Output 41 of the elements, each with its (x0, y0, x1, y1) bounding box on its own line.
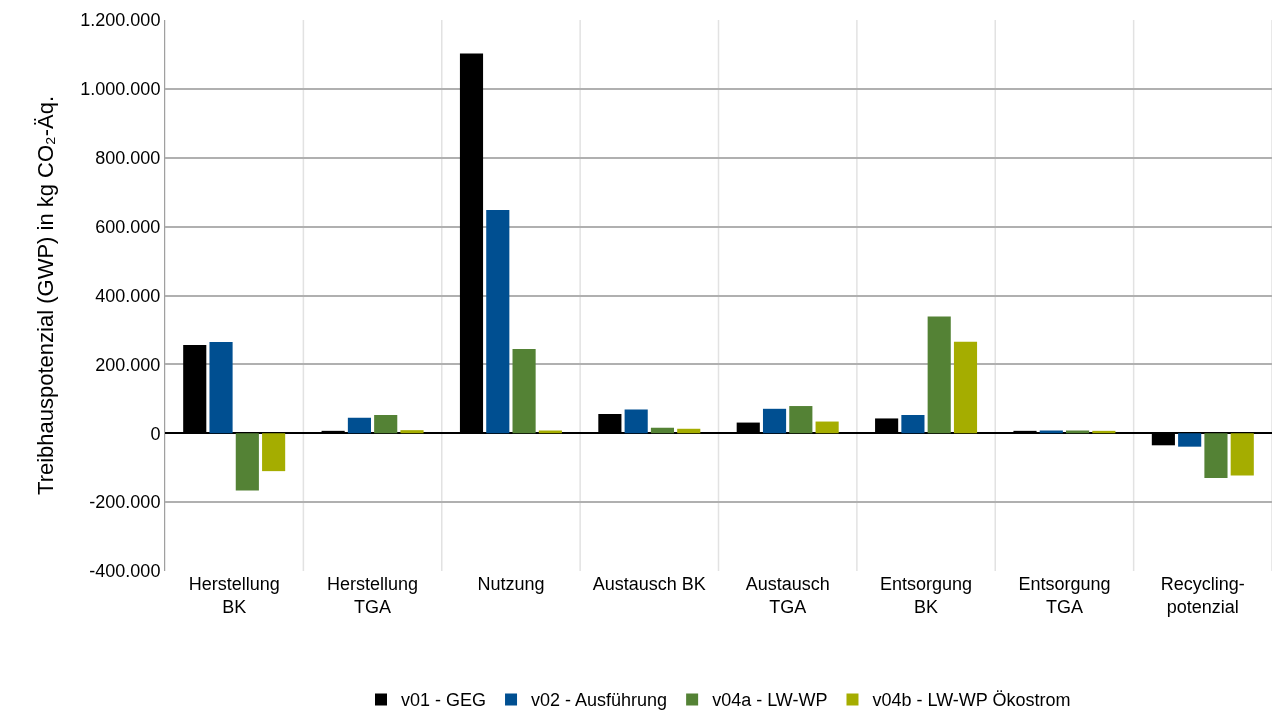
bar (901, 415, 925, 434)
legend-label: v04a - LW-WP (712, 690, 828, 711)
bar (209, 341, 233, 434)
bar (1204, 433, 1228, 479)
x-tick-label: Austausch BK (592, 574, 706, 594)
y-axis-title: Treibhauspotenzial (GWP) in kg CO₂-Äq. (33, 96, 59, 495)
y-tick-label: 400.000 (95, 285, 161, 306)
bar (512, 348, 536, 434)
x-tick-label: Nutzung (477, 574, 545, 594)
y-tick-label: 1.200.000 (80, 10, 161, 31)
y-tick-label: 800.000 (95, 148, 161, 169)
bar (374, 415, 398, 434)
bar (347, 417, 371, 434)
bar (486, 210, 510, 434)
bar (1230, 433, 1254, 476)
y-tick-label: 0 (150, 423, 161, 444)
bar (400, 430, 424, 434)
bar (815, 421, 839, 434)
x-tick-label: Herstellung BK (188, 574, 280, 618)
y-tick-label: 1.000.000 (80, 79, 161, 100)
bar (762, 408, 787, 434)
legend-label: v02 - Ausführung (531, 690, 668, 711)
y-tick-label: -200.000 (89, 492, 161, 513)
legend-label: v04b - LW-WP Ökostrom (872, 690, 1071, 711)
x-tick-label: Entsorgung BK (880, 574, 973, 618)
bar (624, 409, 648, 434)
x-tick-label: Austausch TGA (745, 574, 830, 618)
bar (262, 433, 286, 472)
y-tick-label: -400.000 (89, 561, 161, 582)
bar (927, 316, 951, 434)
bar (235, 433, 259, 491)
x-tick-label: Herstellung TGA (327, 574, 419, 618)
x-tick-label: Entsorgung TGA (1018, 574, 1111, 618)
bar (650, 427, 675, 434)
bar (1178, 433, 1202, 447)
legend-label: v01 - GEG (401, 690, 487, 711)
bar (953, 341, 978, 434)
y-tick-label: 200.000 (95, 354, 161, 375)
bar (789, 406, 813, 434)
y-tick-label: 600.000 (95, 216, 161, 237)
x-tick-label: Recycling- potenzial (1160, 574, 1245, 618)
